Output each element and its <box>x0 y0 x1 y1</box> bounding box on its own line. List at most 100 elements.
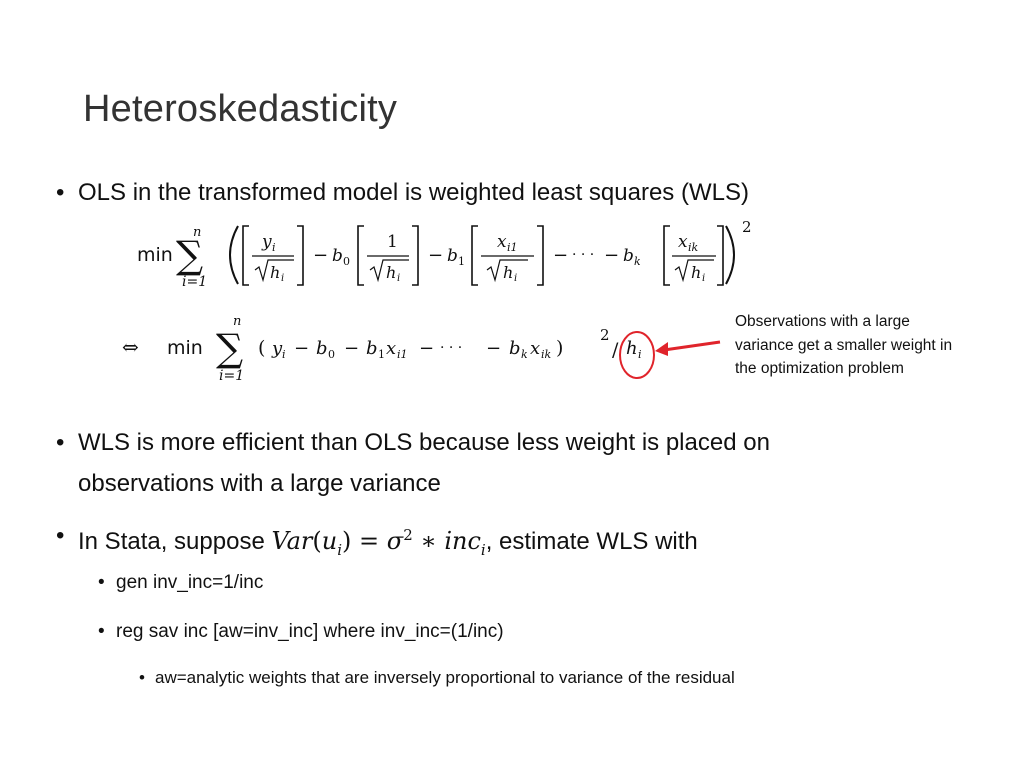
formula2-iff: ⇔ <box>122 335 139 359</box>
annotation-line1: Observations with a large <box>735 313 910 330</box>
math-star: ∗ <box>412 527 445 555</box>
bullet-text-prefix: In Stata, suppose <box>78 528 272 555</box>
svg-text:x: x <box>386 338 396 359</box>
svg-text:∑: ∑ <box>216 326 243 370</box>
formula2-i: i <box>638 348 642 361</box>
math-u: u <box>321 527 338 555</box>
formula2-h: h <box>626 338 638 359</box>
svg-text:1: 1 <box>458 255 465 268</box>
svg-text:b: b <box>366 338 378 359</box>
sub-sub-bullet-aw: • aw=analytic weights that are inversely… <box>139 666 735 690</box>
svg-text:−: − <box>428 245 443 266</box>
bullet-wls-efficiency: • WLS is more efficient than OLS because… <box>56 422 938 504</box>
bullet-text-line2: observations with a large variance <box>78 470 441 497</box>
bullet-text-line1: WLS is more efficient than OLS because l… <box>78 429 770 456</box>
math-close: ) <box>342 527 352 555</box>
svg-text:−: − <box>553 245 568 266</box>
math-sup-2: 2 <box>403 526 413 544</box>
svg-text:x: x <box>530 338 540 359</box>
svg-text:∑: ∑ <box>176 233 203 277</box>
svg-text:i1: i1 <box>397 348 408 361</box>
svg-text:h: h <box>691 263 701 282</box>
svg-text:i: i <box>397 273 400 284</box>
svg-text:k: k <box>521 348 528 361</box>
svg-text:i: i <box>514 273 517 284</box>
svg-text:y: y <box>271 338 283 359</box>
svg-text:i: i <box>272 241 276 254</box>
formula1-square: 2 <box>742 218 752 236</box>
svg-text:h: h <box>503 263 513 282</box>
sub-bullet-gen: • gen inv_inc=1/inc <box>98 570 264 596</box>
svg-text:b: b <box>447 246 458 266</box>
bullet-wls-definition: • OLS in the transformed model is weight… <box>56 172 938 213</box>
svg-text:k: k <box>634 255 641 268</box>
annotation-line2: variance get a smaller weight in <box>735 336 953 354</box>
bullet-text: OLS in the transformed model is weighted… <box>78 179 749 206</box>
formula1-sum-top: n <box>193 225 201 240</box>
svg-text:b: b <box>332 246 343 266</box>
svg-text:−: − <box>604 245 619 266</box>
formula1-min: min <box>137 244 173 266</box>
svg-text:i1: i1 <box>507 241 518 254</box>
annotation-line3: the optimization problem <box>735 360 904 377</box>
svg-text:b: b <box>509 338 521 359</box>
svg-text:(: ( <box>258 337 265 359</box>
svg-text:i: i <box>281 273 284 284</box>
math-eq: = <box>351 527 387 555</box>
svg-text:x: x <box>678 232 688 252</box>
svg-text:b: b <box>623 246 634 266</box>
bullet-dot: • <box>139 668 145 687</box>
svg-text:y: y <box>261 232 272 252</box>
svg-text:0: 0 <box>328 348 335 361</box>
svg-text:−: − <box>313 245 328 266</box>
bullet-stata: • In Stata, suppose Var(ui) = σ2 ∗ inci,… <box>56 515 938 571</box>
svg-text:· · ·: · · · <box>572 247 594 263</box>
svg-text:ik: ik <box>541 348 552 361</box>
svg-text:−: − <box>486 338 501 359</box>
formula2-sum-bottom: i=1 <box>219 368 244 384</box>
highlight-circle <box>619 331 655 379</box>
annotation-arrow-line <box>663 340 721 352</box>
bullet-dot: • <box>98 572 105 593</box>
math-sigma: σ <box>386 527 404 555</box>
annotation-text: Observations with a large variance get a… <box>735 310 1005 381</box>
svg-text:x: x <box>497 232 507 252</box>
bullet-dot: • <box>98 621 105 642</box>
slide-title: Heteroskedasticity <box>83 88 398 130</box>
svg-text:i: i <box>282 348 286 361</box>
svg-text:): ) <box>556 337 563 359</box>
sub-bullet-text: gen inv_inc=1/inc <box>116 572 264 593</box>
bullet-text-suffix: , estimate WLS with <box>485 528 698 555</box>
svg-text:h: h <box>270 263 280 282</box>
svg-text:i: i <box>702 273 705 284</box>
formula2-sum-top: n <box>233 314 241 329</box>
svg-text:ik: ik <box>688 241 699 254</box>
formula1-sum-bottom: i=1 <box>182 274 207 290</box>
svg-text:−: − <box>419 338 434 359</box>
svg-text:b: b <box>316 338 328 359</box>
sub-bullet-text: reg sav inc [aw=inv_inc] where inv_inc=(… <box>116 621 504 642</box>
svg-text:1: 1 <box>387 232 398 252</box>
sub-sub-bullet-text: aw=analytic weights that are inversely p… <box>155 668 735 687</box>
svg-text:h: h <box>386 263 396 282</box>
math-var: Var <box>271 527 313 555</box>
sub-bullet-reg: • reg sav inc [aw=inv_inc] where inv_inc… <box>98 619 504 645</box>
math-inc: inc <box>444 527 481 555</box>
formula2-square: 2 <box>600 326 610 344</box>
svg-text:−: − <box>344 338 359 359</box>
annotation-arrow-head <box>655 342 668 356</box>
math-sub-i: i <box>337 540 343 559</box>
svg-text:0: 0 <box>343 255 350 268</box>
svg-text:−: − <box>294 338 309 359</box>
svg-text:1: 1 <box>378 348 385 361</box>
math-sub-i2: i <box>480 540 486 559</box>
svg-text:· · ·: · · · <box>440 340 462 356</box>
bullet-dot: • <box>56 522 65 549</box>
formula2-min: min <box>167 337 203 359</box>
svg-text:/: / <box>612 339 619 361</box>
bullet-dot: • <box>56 179 65 206</box>
math-open: ( <box>312 527 322 555</box>
bullet-dot: • <box>56 429 65 456</box>
formula-equivalent: ⇔ min n ∑ i=1 ( y i − b 0 − b 1 x i1 − ·… <box>122 314 642 384</box>
